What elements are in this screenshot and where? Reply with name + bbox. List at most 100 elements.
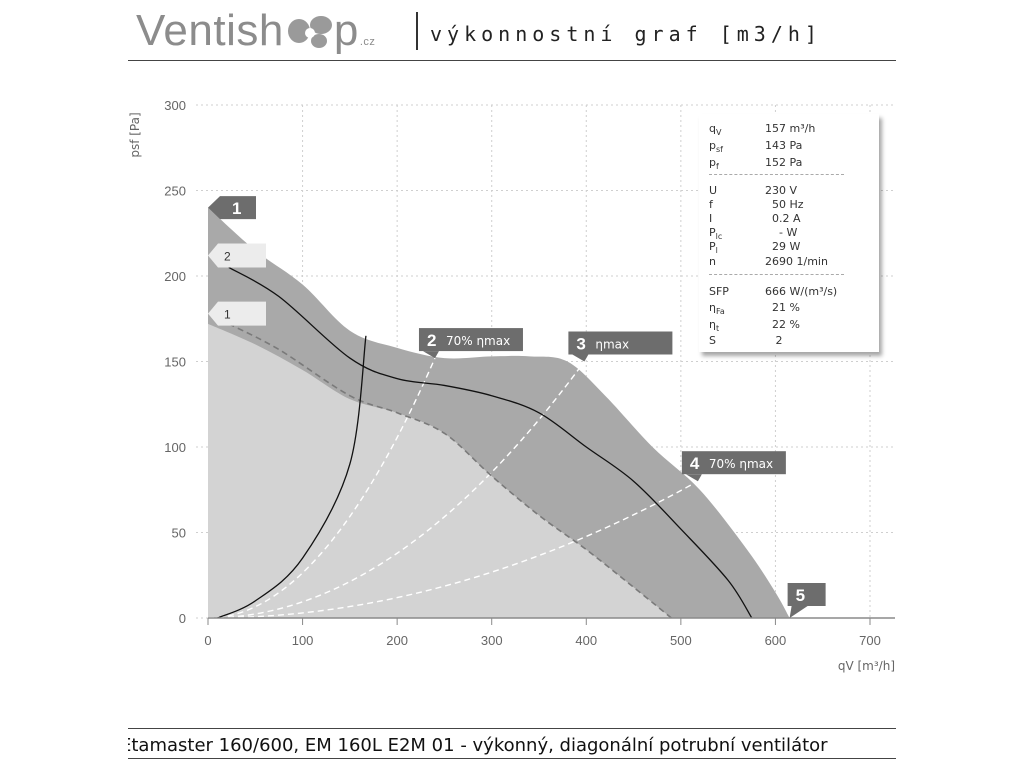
marker-label: ηmax	[595, 338, 629, 352]
info-value: 143 Pa	[765, 139, 803, 152]
info-symbol: ηFa	[709, 301, 725, 317]
x-tick-label: 0	[204, 633, 211, 648]
x-tick-label: 500	[670, 633, 692, 648]
x-tick-label: 300	[481, 633, 503, 648]
marker-3: 3 ηmax	[568, 331, 673, 362]
brand-prefix: Ventish	[136, 6, 284, 55]
info-row: U 230 V	[709, 184, 879, 198]
info-value: 21 %	[765, 301, 800, 314]
y-tick-label: 100	[164, 440, 186, 455]
info-symbol: U	[709, 184, 718, 197]
info-symbol-subscript: sf	[715, 145, 723, 155]
info-symbol: SFP	[709, 285, 729, 298]
info-symbol-subscript: t	[715, 324, 720, 334]
page-header: Ventish p.cz výkonnostní graf [m3/h]	[128, 0, 896, 60]
marker-box	[208, 196, 256, 220]
info-symbol: I	[709, 212, 713, 225]
header-separator	[416, 12, 418, 50]
brand-logo[interactable]: Ventish p.cz	[136, 6, 375, 56]
efficiency-line	[207, 361, 585, 619]
marker-pointer	[422, 351, 439, 359]
info-divider	[709, 174, 844, 175]
info-row: qV 157 m³/h	[709, 122, 879, 138]
y-tick-label: 300	[164, 98, 186, 113]
info-row: pf 152 Pa	[709, 156, 879, 171]
chart-regions	[208, 207, 790, 618]
info-symbol-subscript: lc	[715, 232, 723, 242]
info-symbol: Plc	[709, 226, 723, 242]
info-symbol-subscript: l	[715, 246, 718, 256]
footer-divider-bottom	[128, 758, 896, 759]
info-value: 152 Pa	[765, 156, 803, 169]
brand-suffix: p	[333, 6, 359, 55]
efficiency-line	[207, 480, 699, 619]
marker-5: 5	[787, 583, 826, 618]
y-tick-label: 150	[164, 355, 186, 370]
y-tick-label: 250	[164, 184, 186, 199]
chart-lines	[207, 266, 753, 619]
info-symbol: ηt	[709, 318, 720, 334]
marker-number: 3	[576, 335, 585, 354]
info-symbol: pf	[709, 156, 719, 172]
y-tick-label: 50	[172, 526, 186, 541]
info-row: f 50 Hz	[709, 198, 879, 212]
info-value: 2	[765, 334, 783, 347]
fan-logo-icon	[287, 16, 332, 48]
speed-label-box	[208, 301, 266, 326]
info-row: SFP 666 W/(m³/s)	[709, 285, 879, 299]
speed-label-box	[208, 243, 266, 268]
marker-label: 70% ηmax	[446, 334, 510, 348]
info-row: n 2690 1/min	[709, 255, 879, 269]
speed-label: 1	[224, 308, 231, 322]
x-tick-label: 600	[765, 633, 787, 648]
speed-curve-1	[228, 323, 672, 619]
marker-number: 1	[232, 199, 241, 218]
marker-box	[418, 328, 523, 352]
info-row: S 2	[709, 334, 879, 348]
marker-box	[568, 331, 673, 355]
marker-pointer	[789, 606, 808, 618]
brand-tld: .cz	[359, 36, 376, 48]
marker-number: 5	[796, 586, 805, 605]
marker-4: 4 70% ηmax	[681, 451, 786, 482]
speed-curve-2	[228, 266, 753, 619]
chart-markers: 2 1 1 2 70% ηmax 3 ηmax 4 70% ηmax 5	[208, 196, 826, 618]
info-row: Pl 29 W	[709, 240, 879, 255]
x-tick-label: 200	[386, 633, 408, 648]
footer-divider-top	[128, 728, 896, 729]
info-value: 29 W	[765, 240, 801, 253]
info-symbol-subscript: Fa	[715, 307, 725, 317]
y-tick-label: 200	[164, 269, 186, 284]
marker-box	[681, 451, 786, 475]
marker-pointer	[572, 354, 589, 362]
info-row: ηFa 21 %	[709, 301, 879, 316]
efficiency-line	[207, 357, 436, 619]
info-value: 2690 1/min	[765, 255, 828, 268]
info-symbol: psf	[709, 139, 723, 155]
system-curve	[217, 335, 367, 619]
info-symbol-subscript: V	[715, 128, 722, 138]
info-value: 666 W/(m³/s)	[765, 285, 838, 298]
chart-axes: 0 100 200 300 400 500 600 700 0 50 100 150 200 250 300…	[128, 98, 895, 673]
marker-number: 4	[690, 454, 700, 473]
region-inner	[208, 323, 672, 618]
speed-label: 2	[224, 249, 231, 263]
info-row: I 0.2 A	[709, 212, 879, 226]
info-divider	[709, 274, 844, 275]
marker-pointer	[685, 474, 702, 482]
y-tick-label: 0	[179, 611, 186, 626]
info-value: 230 V	[765, 184, 798, 197]
info-value: - W	[765, 226, 798, 239]
marker-label: 70% ηmax	[709, 457, 773, 471]
marker-2: 2 70% ηmax	[418, 328, 523, 359]
info-symbol: Pl	[709, 240, 718, 256]
marker-box	[787, 583, 826, 606]
marker-number: 2	[427, 331, 436, 350]
info-row: ηt 22 %	[709, 318, 879, 333]
x-axis-label: qV [m³/h]	[838, 659, 895, 673]
header-subtitle: výkonnostní graf [m3/h]	[430, 22, 822, 46]
product-title: Etamaster 160/600, EM 160L E2M 01 - výko…	[128, 735, 828, 756]
info-value: 157 m³/h	[765, 122, 816, 135]
